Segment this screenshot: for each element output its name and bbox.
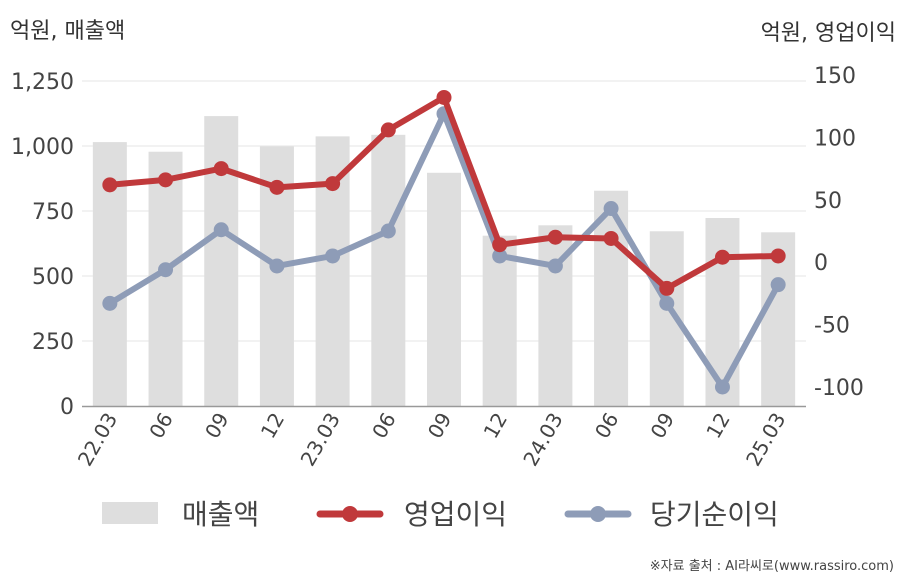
point-net: [659, 295, 675, 311]
right-tick-label: 0: [814, 251, 828, 276]
right-tick-label: -50: [814, 314, 850, 339]
right-axis: -100 -50 0 50 100 150: [814, 64, 864, 401]
point-operating: [603, 230, 619, 246]
left-unit-label: 억원, 매출액: [10, 19, 125, 44]
point-net: [770, 277, 786, 293]
left-tick-label: 500: [32, 265, 74, 290]
x-tick-label: 24.03: [518, 409, 567, 471]
right-tick-label: -100: [814, 376, 864, 401]
bar-sales: [482, 235, 517, 406]
bar-sales: [705, 218, 740, 406]
point-operating: [492, 237, 508, 253]
point-net: [547, 258, 563, 274]
point-operating: [102, 177, 118, 193]
point-net: [603, 201, 619, 217]
left-tick-label: 1,000: [11, 135, 74, 160]
legend-label-sales: 매출액: [182, 498, 259, 531]
point-operating: [659, 280, 675, 296]
point-net: [714, 379, 730, 395]
x-tick-label: 12: [256, 409, 290, 443]
point-net: [325, 248, 341, 264]
x-tick-label: 06: [590, 409, 624, 443]
legend-bar-swatch: [102, 502, 158, 524]
bar-sales: [204, 116, 239, 406]
x-tick-label: 23.03: [296, 409, 345, 471]
legend-label-operating: 영업이익: [404, 498, 507, 531]
point-operating: [158, 172, 174, 188]
legend-marker-net: [590, 506, 606, 522]
point-operating: [269, 179, 285, 195]
point-operating: [213, 161, 229, 177]
bar-sales: [371, 134, 406, 406]
point-operating: [380, 122, 396, 138]
left-tick-label: 750: [32, 200, 74, 225]
legend-marker-operating: [342, 506, 358, 522]
point-operating: [547, 229, 563, 245]
point-net: [492, 248, 508, 264]
left-tick-label: 0: [60, 395, 74, 420]
point-net: [380, 223, 396, 239]
legend: 매출액 영업이익 당기순이익: [102, 498, 779, 531]
x-tick-label: 12: [479, 409, 513, 443]
right-unit-label: 억원, 영업이익: [761, 21, 896, 46]
legend-label-net: 당기순이익: [650, 498, 779, 531]
point-net: [102, 295, 118, 311]
x-tick-label: 09: [423, 409, 457, 443]
source-credit: ※자료 출처 : AI라씨로(www.rassiro.com): [650, 559, 894, 574]
left-tick-label: 250: [32, 330, 74, 355]
x-tick-label: 09: [200, 409, 234, 443]
point-net: [269, 258, 285, 274]
right-tick-label: 150: [814, 64, 856, 89]
left-tick-label: 1,250: [11, 70, 74, 95]
bar-sales: [427, 172, 461, 406]
x-tick-label: 22.03: [73, 409, 122, 471]
point-operating: [714, 249, 730, 265]
x-tick-label: 09: [646, 409, 680, 443]
point-net: [213, 222, 229, 238]
point-operating: [325, 176, 341, 192]
point-operating: [770, 248, 786, 264]
bar-series: [92, 116, 796, 406]
x-tick-label: 06: [144, 409, 178, 443]
x-tick-label: 25.03: [741, 409, 790, 471]
point-operating: [436, 89, 452, 105]
point-net: [158, 262, 174, 278]
line-series: [102, 89, 786, 395]
right-tick-label: 100: [814, 126, 856, 151]
x-axis: 22.03 06 09 12 23.03 06 09 12 24.03 06 09 12 25.03: [73, 409, 791, 471]
x-tick-label: 12: [701, 409, 735, 443]
x-tick-label: 06: [367, 409, 401, 443]
right-tick-label: 50: [814, 189, 842, 214]
left-axis: 0 250 500 750 1,000 1,250: [11, 70, 74, 420]
